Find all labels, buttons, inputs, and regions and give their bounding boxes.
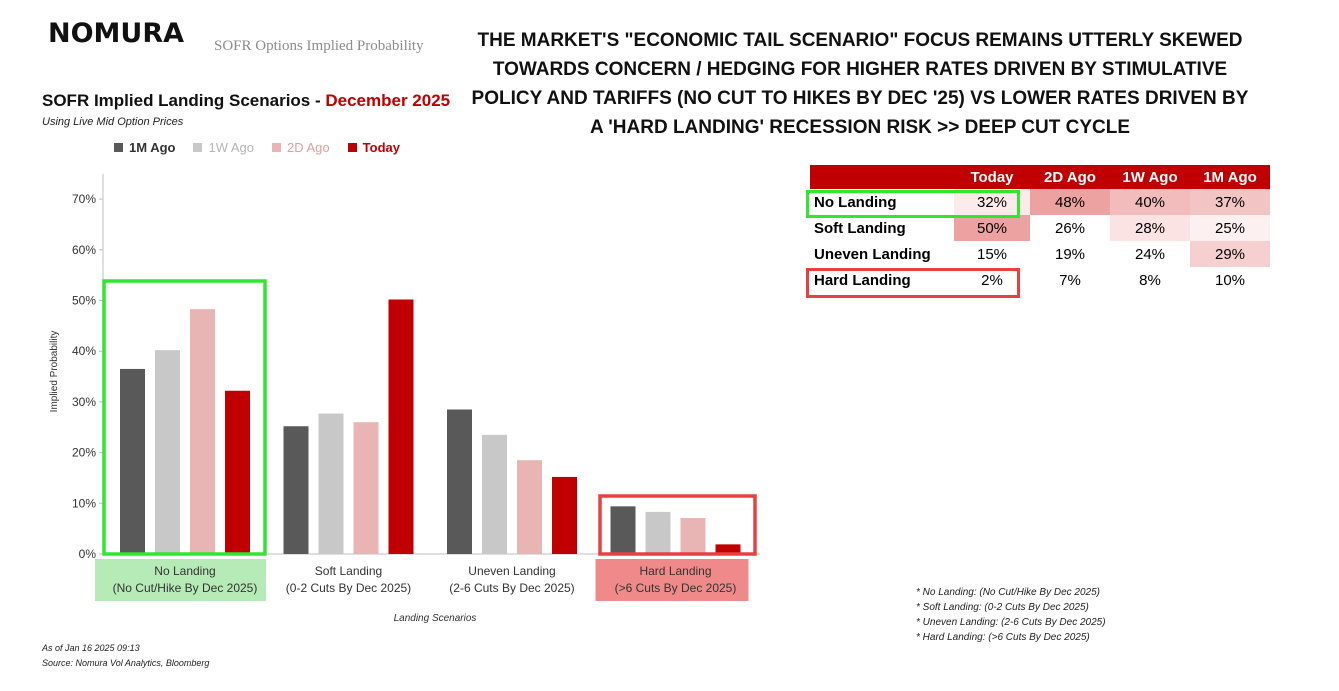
y-tick-label: 0% <box>79 547 97 561</box>
bar <box>680 518 706 554</box>
row-label: Uneven Landing <box>814 245 931 263</box>
table-row: Hard Landing 2% 7% 8% 10% <box>810 267 1270 293</box>
hard-landing-table-highlight <box>806 268 1020 298</box>
chart-title-text: SOFR Implied Landing Scenarios - <box>42 91 326 110</box>
nomura-logo: NOMURA <box>48 18 185 49</box>
category-label-highlight <box>95 559 266 601</box>
hard-landing-chart-highlight <box>598 494 757 556</box>
x-tick-label: Uneven Landing <box>468 564 555 578</box>
no-landing-table-highlight <box>806 190 1020 218</box>
table-cell: 50% <box>954 215 1030 241</box>
bar <box>353 422 379 554</box>
bar <box>645 511 671 554</box>
bar <box>120 368 145 554</box>
bar <box>190 309 215 554</box>
chart-title: SOFR Implied Landing Scenarios - Decembe… <box>42 91 450 111</box>
legend-swatch <box>272 143 281 152</box>
bar <box>225 390 250 554</box>
y-tick-label: 40% <box>72 344 96 358</box>
legend-item: 1M Ago <box>114 140 175 155</box>
table-cell: 8% <box>1110 267 1190 293</box>
brand-subtitle: SOFR Options Implied Probability <box>214 38 424 54</box>
x-tick-label: Hard Landing <box>639 564 711 578</box>
legend-label: 2D Ago <box>287 140 330 155</box>
y-tick-label: 70% <box>72 192 96 206</box>
table-cell: 7% <box>1030 267 1110 293</box>
legend-label: Today <box>362 140 400 155</box>
bar <box>552 476 577 554</box>
legend-item: 1W Ago <box>193 140 254 155</box>
x-tick-sublabel: (No Cut/Hike By Dec 2025) <box>113 581 258 595</box>
table-row: Soft Landing 50% 26% 28% 25% <box>810 215 1270 241</box>
x-tick-sublabel: (2-6 Cuts By Dec 2025) <box>449 581 574 595</box>
bar <box>318 413 344 554</box>
x-tick-sublabel: (>6 Cuts By Dec 2025) <box>615 581 737 595</box>
table-cell: 25% <box>1190 215 1270 241</box>
y-tick-label: 60% <box>72 243 96 257</box>
table-corner <box>810 165 954 189</box>
bar <box>447 409 472 554</box>
legend-swatch <box>114 143 123 152</box>
y-tick-label: 30% <box>72 395 96 409</box>
table-cell: 48% <box>1030 189 1110 215</box>
legend-swatch <box>193 143 203 152</box>
bar <box>715 544 741 554</box>
bar-chart: 0% 10% 20% 30% 40% 50% 60% 70% Implied Probabili… <box>49 173 760 624</box>
bar <box>610 506 636 554</box>
bar <box>517 460 542 554</box>
note-line: * Hard Landing: (>6 Cuts By Dec 2025) <box>916 632 1090 643</box>
row-label: Hard Landing <box>814 271 911 289</box>
legend-item: 2D Ago <box>272 140 330 155</box>
no-landing-chart-highlight <box>102 279 267 556</box>
bar <box>155 350 180 554</box>
asof-note: As of Jan 16 2025 09:13 <box>42 643 140 653</box>
table-cell: 10% <box>1190 267 1270 293</box>
note-line: * Soft Landing: (0-2 Cuts By Dec 2025) <box>916 602 1089 613</box>
col-header-1m: 1M Ago <box>1190 165 1270 189</box>
legend-label: 1W Ago <box>208 140 254 155</box>
y-tick-label: 20% <box>72 446 96 460</box>
table-cell: 29% <box>1190 241 1270 267</box>
table-cell: 37% <box>1190 189 1270 215</box>
col-header-today: Today <box>954 165 1030 189</box>
scenario-notes: * No Landing: (No Cut/Hike By Dec 2025) … <box>916 585 1106 645</box>
legend-swatch <box>347 143 357 152</box>
note-line: * Uneven Landing: (2-6 Cuts By Dec 2025) <box>916 617 1106 628</box>
chart-title-highlight: December 2025 <box>325 91 451 110</box>
legend-label: 1M Ago <box>129 140 176 155</box>
x-axis-label: Landing Scenarios <box>394 613 477 624</box>
source-note: Source: Nomura Vol Analytics, Bloomberg <box>42 658 210 668</box>
chart-subtitle: Using Live Mid Option Prices <box>42 116 184 128</box>
col-header-2d: 2D Ago <box>1030 165 1110 189</box>
table-cell: 26% <box>1030 215 1110 241</box>
y-axis-label: Implied Probability <box>49 331 60 413</box>
table-cell: 24% <box>1110 241 1190 267</box>
x-tick-label: Soft Landing <box>315 564 382 578</box>
table-header-row: Today 2D Ago 1W Ago 1M Ago <box>810 165 1270 189</box>
note-line: * No Landing: (No Cut/Hike By Dec 2025) <box>916 587 1100 598</box>
scenario-table: Today 2D Ago 1W Ago 1M Ago No Landing 32%… <box>810 165 1270 293</box>
category-label-highlight <box>595 559 749 601</box>
row-label: No Landing <box>814 193 897 211</box>
row-label: Soft Landing <box>814 219 906 237</box>
x-tick-sublabel: (0-2 Cuts By Dec 2025) <box>286 581 411 595</box>
legend-item: Today <box>347 140 400 155</box>
chart-legend: 1M Ago 1W Ago 2D Ago Today <box>114 140 400 155</box>
headline: THE MARKET'S "ECONOMIC TAIL SCENARIO" FO… <box>471 30 1249 138</box>
table-cell: 15% <box>954 241 1030 267</box>
bar <box>482 434 507 554</box>
table-row: Uneven Landing 15% 19% 24% 29% <box>810 241 1270 267</box>
y-tick-label: 10% <box>72 496 96 510</box>
x-tick-label: No Landing <box>154 564 215 578</box>
col-header-1w: 1W Ago <box>1110 165 1190 189</box>
bar <box>283 426 309 554</box>
bar <box>388 299 414 554</box>
table-cell: 40% <box>1110 189 1190 215</box>
table-cell: 28% <box>1110 215 1190 241</box>
y-tick-label: 50% <box>72 294 96 308</box>
table-cell: 19% <box>1030 241 1110 267</box>
